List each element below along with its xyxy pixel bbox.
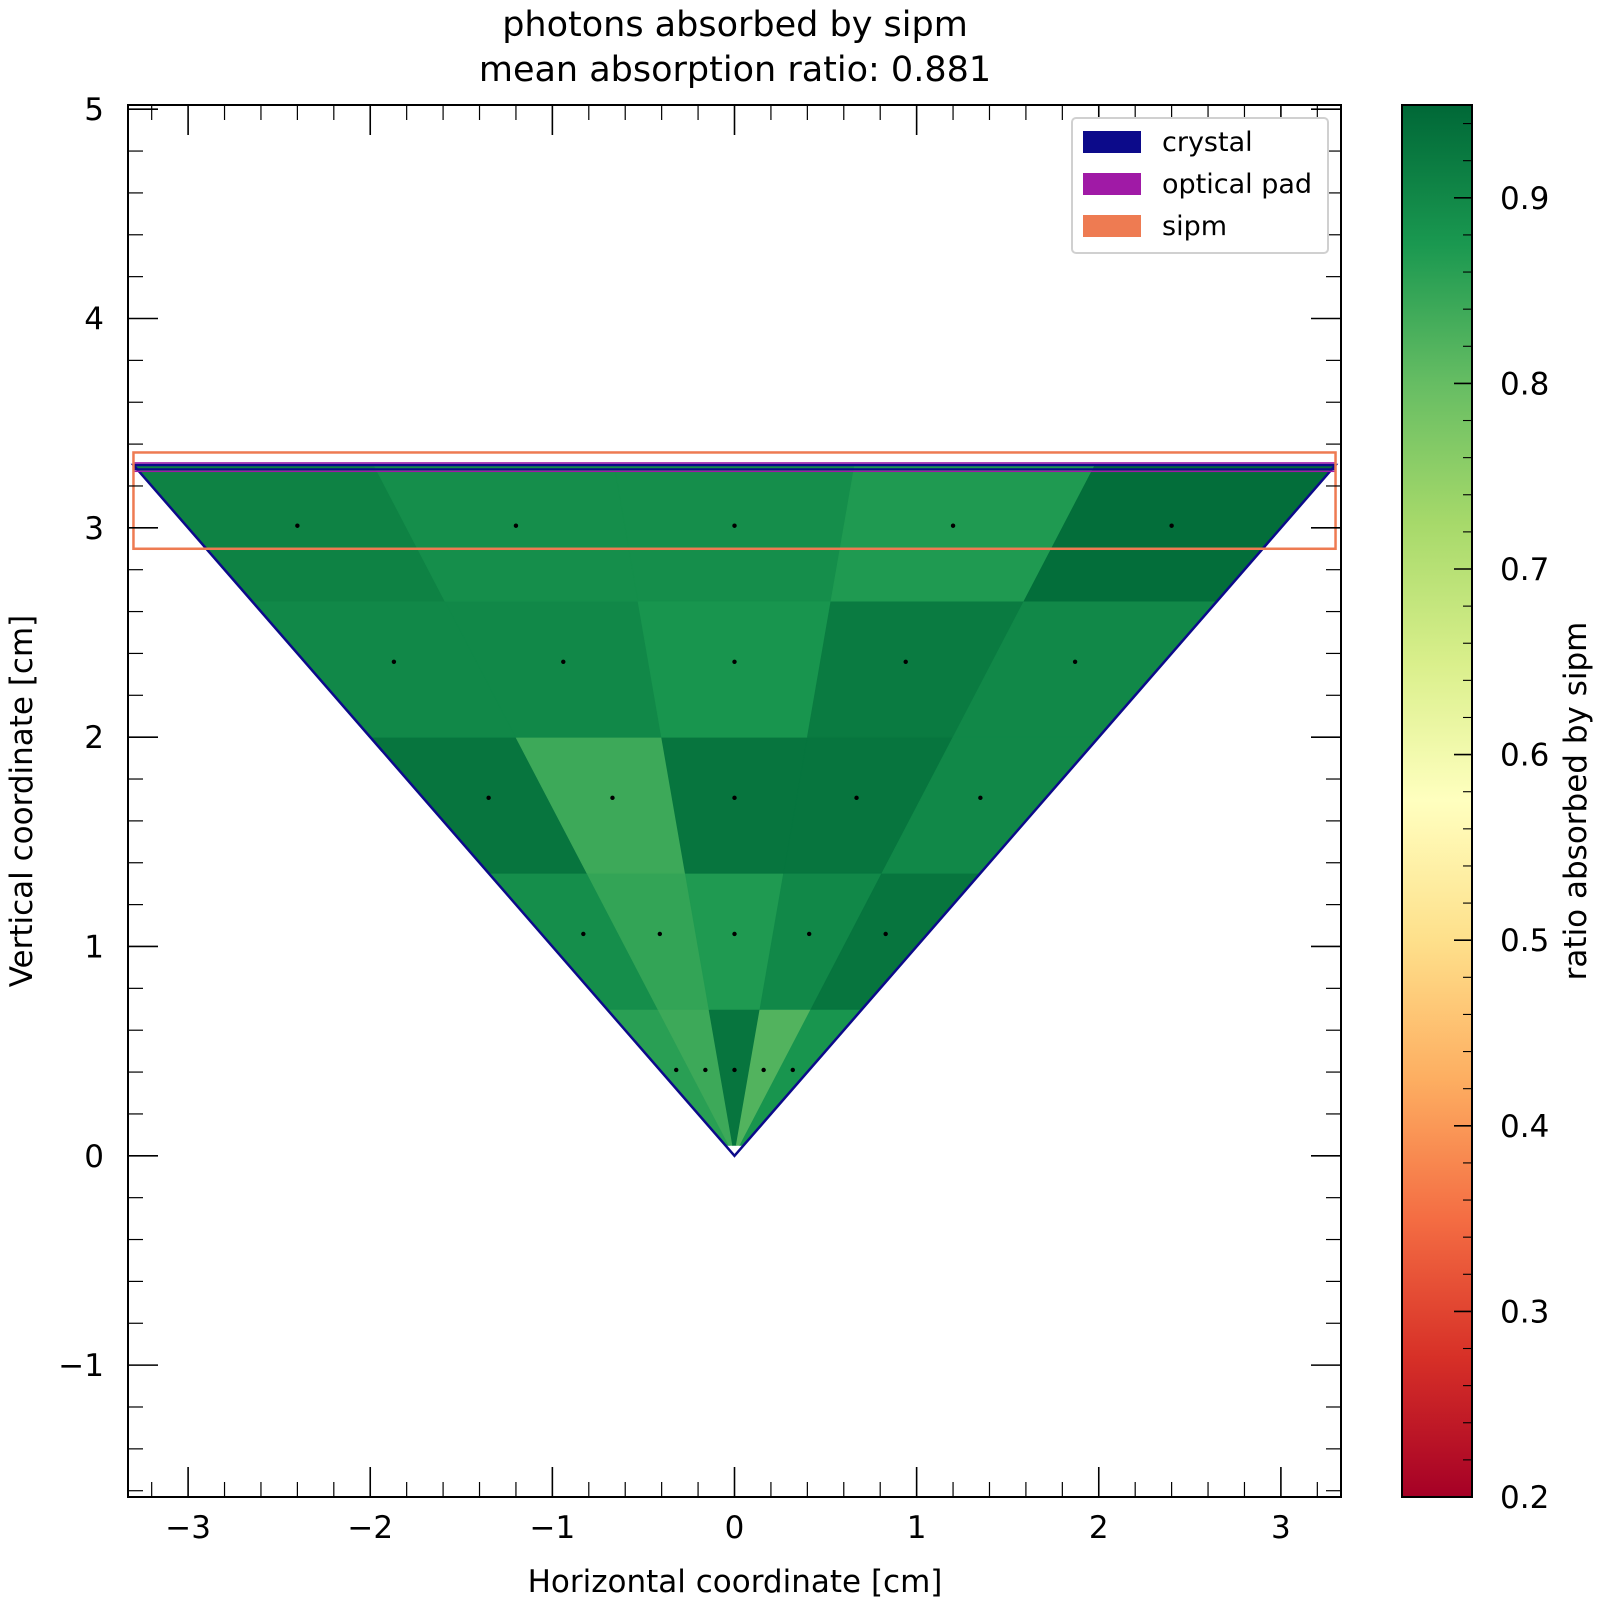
x-tick-label: −2 xyxy=(347,1510,393,1546)
sample-point xyxy=(978,795,983,801)
colorbar-tick-label: 0.9 xyxy=(1500,181,1549,217)
colorbar xyxy=(1401,104,1473,1498)
sample-point xyxy=(950,523,956,528)
colorbar-tick-label: 0.4 xyxy=(1500,1109,1549,1145)
x-tick-label: −1 xyxy=(530,1510,576,1546)
heatmap-cell xyxy=(637,600,832,738)
y-tick-label: −1 xyxy=(58,1348,104,1384)
x-tick-label: 3 xyxy=(1271,1510,1291,1546)
y-tick-label: 5 xyxy=(84,92,104,128)
colorbar-ticks: 0.2 0.3 0.4 0.5 0.6 0.7 0.8 0.9 xyxy=(1454,123,1549,1516)
sample-point xyxy=(732,795,737,801)
legend-label: crystal xyxy=(1162,127,1253,158)
sample-point xyxy=(732,931,737,937)
sample-point xyxy=(610,795,615,801)
sample-point xyxy=(1169,523,1174,528)
x-axis-label: Horizontal coordinate [cm] xyxy=(528,1564,943,1600)
y-axis-label: Vertical coordinate [cm] xyxy=(4,615,40,988)
colorbar-tick-label: 0.5 xyxy=(1500,923,1549,959)
sample-point xyxy=(295,523,300,528)
heatmap-mesh xyxy=(132,464,1337,1146)
sample-point xyxy=(903,659,908,664)
y-tick-label: 1 xyxy=(84,929,104,965)
chart-title: photons absorbed by sipm xyxy=(502,5,968,45)
colorbar-tick-label: 0.8 xyxy=(1500,366,1549,402)
sample-point xyxy=(581,931,586,937)
crystal-outline xyxy=(130,463,1339,1158)
x-tick-label: −3 xyxy=(165,1510,211,1546)
colorbar-tick-label: 0.7 xyxy=(1500,552,1549,588)
sample-point xyxy=(1072,659,1078,664)
sample-point xyxy=(391,659,397,664)
legend-swatch xyxy=(1083,173,1141,195)
sample-point xyxy=(513,523,519,528)
y-tick-label: 2 xyxy=(84,720,104,756)
legend-swatch xyxy=(1083,215,1141,237)
legend: crystal optical pad sipm xyxy=(1071,117,1329,254)
heatmap-cell xyxy=(661,736,808,874)
y-tick-label: 4 xyxy=(84,302,104,338)
sample-point xyxy=(703,1067,708,1073)
sample-points xyxy=(295,523,1174,1073)
sample-point xyxy=(761,1067,766,1073)
colorbar-tick-label: 0.2 xyxy=(1500,1480,1549,1516)
chart-title-group: photons absorbed by sipm mean absorption… xyxy=(479,5,991,90)
x-tick-label: 0 xyxy=(725,1510,745,1546)
colorbar-tick-label: 0.3 xyxy=(1500,1294,1549,1330)
sample-point xyxy=(806,931,812,937)
sample-point xyxy=(674,1067,679,1073)
y-tick-label: 3 xyxy=(84,511,104,547)
sample-point xyxy=(486,795,491,801)
colorbar-tick-label: 0.6 xyxy=(1500,738,1549,774)
y-axis-ticks: −1 0 1 2 3 4 5 xyxy=(58,92,1341,1492)
sample-point xyxy=(657,931,663,937)
colorbar-gradient xyxy=(1401,104,1473,1498)
sample-point xyxy=(854,795,859,801)
x-tick-label: 2 xyxy=(1089,1510,1109,1546)
colorbar-label: ratio absorbed by sipm xyxy=(1558,622,1594,981)
sipm-outline xyxy=(132,451,1337,551)
sample-point xyxy=(883,931,888,937)
heatmap-cell xyxy=(613,464,856,602)
x-tick-label: 1 xyxy=(907,1510,927,1546)
sample-point xyxy=(561,659,566,664)
legend-label: sipm xyxy=(1162,211,1227,242)
legend-swatch xyxy=(1083,131,1141,153)
sample-point xyxy=(732,659,737,664)
legend-label: optical pad xyxy=(1162,169,1312,200)
detector-outlines xyxy=(130,451,1339,1158)
sample-point xyxy=(732,1067,737,1073)
sample-point xyxy=(790,1067,795,1073)
sample-point xyxy=(732,523,737,528)
chart-subtitle: mean absorption ratio: 0.881 xyxy=(479,50,991,90)
y-tick-label: 0 xyxy=(84,1139,104,1175)
